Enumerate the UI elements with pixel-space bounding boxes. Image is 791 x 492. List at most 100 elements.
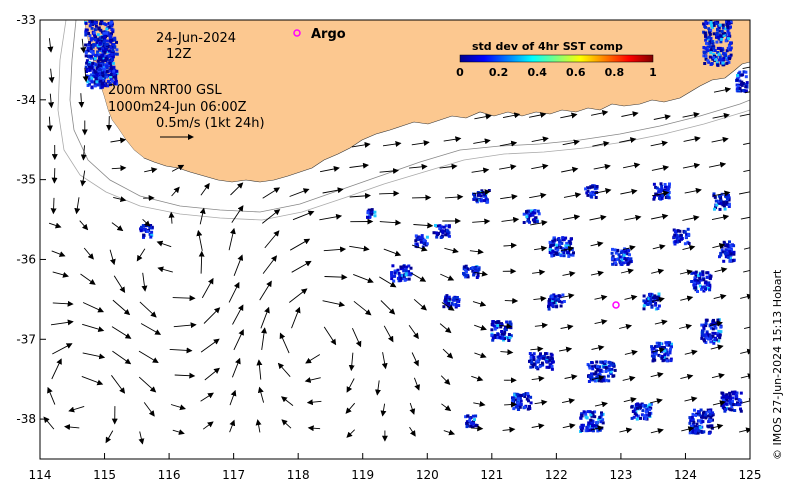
sst-pixel	[596, 368, 600, 372]
sst-pixel	[396, 276, 400, 280]
sst-pixel	[692, 271, 696, 275]
sst-pixel	[552, 293, 556, 297]
sst-pixel	[475, 198, 479, 202]
current-vector	[140, 323, 162, 335]
sst-pixel	[728, 250, 732, 253]
sst-pixel	[728, 391, 732, 395]
sst-pixel	[100, 39, 104, 43]
sst-pixel	[644, 410, 648, 414]
current-vector	[503, 242, 517, 249]
sst-pixel	[725, 393, 729, 397]
sst-pixel	[93, 57, 97, 60]
sst-pixel	[557, 237, 561, 240]
sst-pixel	[465, 421, 469, 425]
sst-pixel	[655, 186, 659, 190]
sst-pixel	[650, 345, 654, 349]
sst-pixel	[95, 80, 99, 84]
sst-pixel	[704, 54, 708, 58]
sst-pixel	[647, 299, 650, 303]
sst-pixel	[611, 247, 614, 251]
sst-pixel	[403, 274, 406, 278]
current-vector	[202, 421, 214, 430]
current-vector	[710, 423, 724, 430]
sst-pixel	[691, 422, 695, 426]
sst-pixel	[84, 54, 88, 58]
sst-pixel	[571, 253, 575, 257]
sst-pixel	[150, 233, 154, 237]
sst-pixel	[422, 241, 426, 245]
sst-pixel	[609, 372, 613, 375]
current-vector	[740, 293, 750, 300]
sst-pixel	[559, 246, 563, 250]
current-vector	[322, 300, 346, 308]
sst-pixel	[447, 301, 451, 305]
sst-pixel	[435, 235, 439, 239]
current-vector	[199, 207, 206, 225]
sst-pixel	[666, 195, 670, 199]
current-vector	[651, 296, 665, 303]
sst-pixel	[729, 53, 733, 57]
sst-pixel	[85, 70, 88, 73]
sst-pixel	[665, 343, 669, 347]
sst-pixel	[709, 415, 713, 419]
sst-pixel	[721, 203, 725, 207]
sst-pixel	[705, 41, 708, 45]
sst-pixel	[700, 336, 704, 340]
sst-pixel	[562, 254, 566, 258]
sst-pixel	[705, 271, 709, 275]
sst-pixel	[93, 38, 97, 42]
sst-pixel	[591, 378, 594, 382]
sst-pixel	[593, 415, 597, 419]
sst-pixel	[493, 324, 497, 328]
sst-pixel	[432, 231, 436, 235]
current-vector	[64, 424, 80, 431]
sst-pixel	[645, 408, 649, 412]
sst-pixel	[690, 280, 694, 283]
sst-pixel	[464, 268, 467, 271]
sst-pixel	[496, 324, 500, 327]
sst-pixel	[723, 251, 727, 255]
sst-pixel	[445, 299, 449, 303]
sst-pixel	[721, 63, 725, 67]
sst-pixel	[732, 250, 736, 254]
sst-pixel	[716, 35, 720, 39]
sst-pixel	[666, 188, 670, 191]
sst-pixel	[731, 403, 735, 406]
current-vector	[322, 187, 344, 194]
sst-pixel	[445, 231, 449, 235]
sst-pixel	[689, 419, 693, 423]
sst-pixel	[696, 431, 700, 435]
sst-pixel	[555, 305, 559, 309]
sst-pixel	[714, 326, 718, 330]
sst-pixel	[569, 253, 573, 257]
current-vector	[743, 267, 750, 274]
current-vector	[411, 140, 430, 146]
sst-pixel	[673, 242, 677, 246]
sst-pixel	[396, 268, 400, 272]
sst-pixel	[705, 336, 709, 340]
sst-pixel	[680, 237, 683, 241]
sst-pixel	[623, 252, 627, 256]
sst-pixel	[639, 416, 642, 420]
sst-pixel	[701, 270, 705, 274]
current-vector	[740, 348, 750, 355]
sst-pixel	[552, 236, 556, 240]
sst-pixel	[440, 225, 443, 229]
sst-pixel	[542, 354, 546, 358]
sst-pixel	[675, 233, 679, 237]
sst-pixel	[711, 21, 715, 25]
sst-pixel	[496, 333, 500, 337]
sst-pixel	[472, 270, 476, 274]
sst-pixel	[517, 407, 521, 411]
sst-pixel	[595, 376, 599, 379]
current-vector	[499, 140, 518, 147]
sst-pixel	[721, 402, 725, 406]
sst-pixel	[89, 50, 93, 54]
sst-pixel	[739, 89, 743, 93]
current-vector	[532, 269, 546, 276]
sst-pixel	[548, 251, 552, 254]
current-vector	[743, 169, 750, 173]
sst-pixel	[462, 271, 465, 275]
sst-pixel	[529, 212, 533, 216]
sst-pixel	[491, 323, 495, 327]
